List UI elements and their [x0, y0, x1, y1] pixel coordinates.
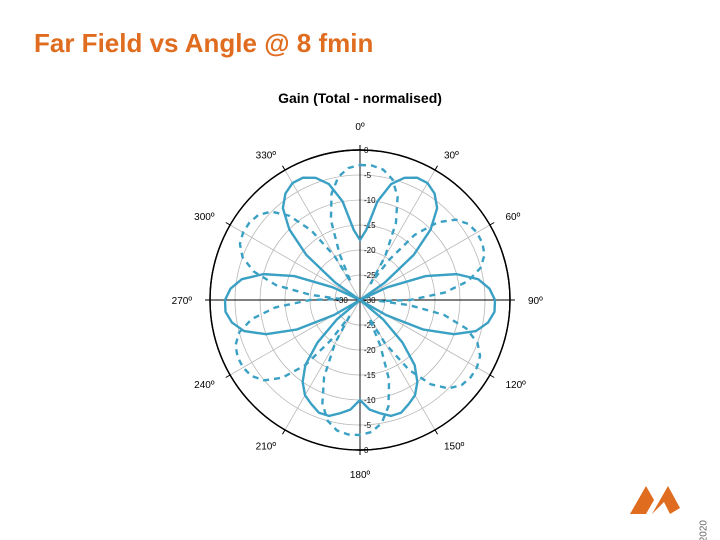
- svg-text:120º: 120º: [505, 380, 526, 391]
- svg-text:-10: -10: [364, 396, 376, 405]
- svg-text:30º: 30º: [444, 151, 459, 162]
- svg-text:180º: 180º: [350, 470, 371, 481]
- svg-text:300º: 300º: [194, 212, 215, 223]
- svg-text:-25: -25: [364, 271, 376, 280]
- svg-text:270º: 270º: [172, 296, 193, 307]
- svg-text:0º: 0º: [355, 122, 365, 133]
- footer-date: Sunday, February 02, 2020: [699, 520, 710, 540]
- svg-text:-20: -20: [364, 246, 376, 255]
- svg-text:150º: 150º: [444, 441, 465, 452]
- svg-text:-5: -5: [364, 171, 372, 180]
- svg-text:60º: 60º: [505, 212, 520, 223]
- svg-text:-5: -5: [364, 421, 372, 430]
- page-title: Far Field vs Angle @ 8 fmin: [34, 28, 373, 59]
- polar-chart: 0º 30º 60º 90º 120º 150º 180º 210º 240º 270º 300º 3…: [120, 110, 600, 490]
- footer-text: Antenna Magus 10.1.0: Sunday, February 0…: [699, 520, 710, 540]
- slide: Far Field vs Angle @ 8 fmin Gain (Total …: [0, 0, 720, 540]
- svg-text:210º: 210º: [256, 441, 277, 452]
- chart-subtitle: Gain (Total - normalised): [0, 90, 720, 106]
- svg-text:-15: -15: [364, 371, 376, 380]
- svg-text:-30: -30: [336, 296, 348, 305]
- svg-text:-10: -10: [364, 196, 376, 205]
- svg-text:240º: 240º: [194, 380, 215, 391]
- svg-text:330º: 330º: [256, 151, 277, 162]
- svg-text:90º: 90º: [528, 296, 543, 307]
- svg-text:-20: -20: [364, 346, 376, 355]
- brand-logo-icon: [624, 480, 684, 520]
